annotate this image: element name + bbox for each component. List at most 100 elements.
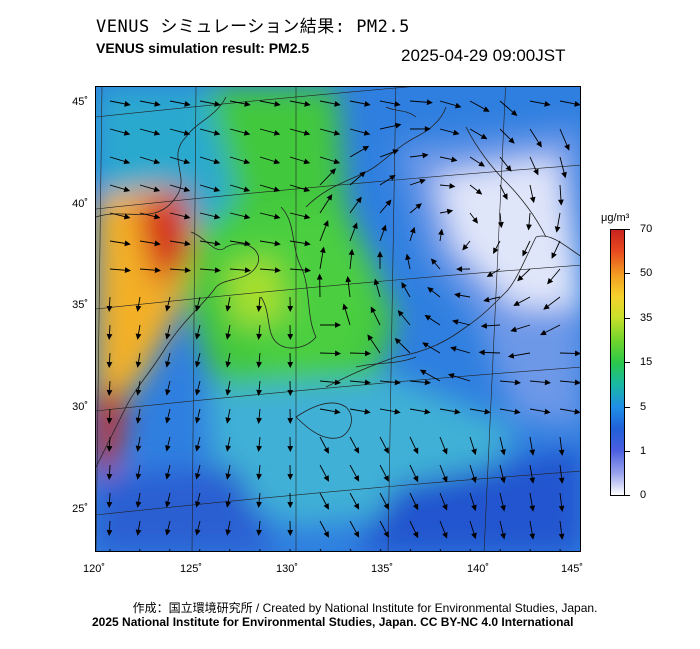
wind-arrow-head: [422, 152, 429, 159]
wind-arrow-head: [213, 213, 221, 220]
wind-arrow-head: [359, 171, 366, 178]
lon-label-135: 135˚: [370, 563, 394, 575]
wind-arrow-head: [135, 529, 142, 536]
wind-arrow-head: [135, 305, 142, 312]
wind-arrow-head: [183, 158, 191, 165]
wind-arrow-head: [287, 333, 294, 341]
wind-arrow-head: [475, 188, 483, 195]
wind-arrow-head: [256, 473, 262, 480]
wind-arrow-head: [561, 171, 567, 179]
wind-arrow-head: [243, 213, 251, 220]
wind-arrow-head: [547, 277, 554, 285]
wind-arrow-head: [165, 529, 171, 536]
wind-arrow-head: [303, 130, 311, 136]
wind-arrow-head: [493, 247, 499, 254]
wind-arrow-head: [526, 224, 532, 231]
wind-arrow-head: [214, 101, 221, 107]
wind-arrow-head: [124, 267, 131, 274]
wind-arrow-head: [106, 361, 113, 369]
wind-arrow-head: [401, 281, 407, 289]
wind-arrow-head: [367, 334, 374, 341]
wind-arrow-head: [287, 417, 294, 425]
wind-arrow-head: [353, 503, 360, 510]
wind-arrow-head: [244, 101, 251, 107]
wind-arrow-head: [183, 130, 191, 136]
wind-arrow-head: [135, 473, 142, 480]
colorbar-label-35: 35: [640, 312, 653, 324]
wind-arrow-head: [256, 333, 262, 340]
wind-arrow-head: [364, 379, 371, 386]
wind-arrow-head: [304, 101, 311, 107]
wind-arrow-head: [353, 447, 360, 454]
wind-arrow-head: [106, 417, 113, 425]
wind-arrow-head: [442, 504, 448, 511]
wind-arrow-head: [364, 350, 372, 357]
wind-arrow-head: [472, 217, 479, 224]
wind-arrow-head: [303, 213, 311, 220]
wind-arrow-head: [426, 99, 433, 106]
wind-arrow-head: [323, 475, 329, 482]
wind-arrow-head: [514, 408, 521, 415]
wind-arrow-head: [558, 533, 565, 540]
wind-arrow-head: [273, 130, 281, 136]
wind-arrow-head: [529, 477, 536, 484]
lon-label-120: 120˚: [82, 563, 106, 575]
wind-arrow-head: [256, 417, 262, 424]
wind-arrow-head: [450, 346, 457, 352]
wind-arrow-head: [274, 267, 281, 274]
wind-arrow-head: [451, 156, 458, 163]
wind-arrow-head: [513, 300, 520, 306]
wind-arrow-head: [536, 140, 542, 148]
wind-arrow-head: [529, 505, 536, 512]
wind-arrow-head: [471, 532, 477, 540]
wind-arrow-head: [323, 503, 329, 510]
wind-arrow-head: [225, 389, 232, 396]
wind-arrow-head: [353, 475, 360, 482]
wind-arrow-head: [225, 361, 232, 368]
wind-arrow-head: [412, 531, 419, 539]
wind-arrow-head: [274, 101, 281, 107]
wind-arrow-head: [287, 473, 294, 481]
wind-arrow-head: [483, 296, 490, 303]
wind-arrow-head: [544, 101, 551, 107]
wind-arrow-head: [106, 305, 113, 313]
wind-arrow-head: [123, 158, 131, 165]
wind-arrow-head: [529, 449, 536, 456]
wind-arrow-head: [352, 222, 358, 230]
wind-arrow-head: [194, 445, 201, 452]
colorbar-label-50: 50: [640, 267, 653, 279]
wind-arrow-head: [452, 129, 460, 136]
wind-arrow-head: [256, 445, 262, 452]
wind-arrow-head: [478, 160, 485, 167]
wind-arrow-head: [135, 389, 142, 396]
wind-arrow-head: [225, 305, 232, 312]
wind-arrow-head: [383, 503, 389, 510]
wind-arrow-head: [225, 501, 232, 508]
wind-arrow-head: [442, 448, 448, 455]
wind-arrow-head: [540, 329, 547, 336]
wind-arrow-head: [442, 532, 448, 539]
wind-arrow-head: [471, 504, 477, 512]
colorbar-label-1: 1: [640, 445, 647, 457]
wind-arrow-head: [574, 379, 580, 386]
lat-label-35: 35˚: [72, 299, 88, 311]
wind-arrow-head: [500, 533, 506, 540]
wind-arrow-head: [244, 240, 251, 247]
wind-arrow-head: [392, 149, 399, 155]
wind-arrow-head: [363, 130, 371, 136]
colorbar-label-0: 0: [640, 489, 647, 501]
wind-arrow-head: [165, 445, 171, 452]
wind-arrow-head: [385, 199, 392, 206]
wind-arrow-head: [154, 267, 161, 274]
forecast-timestamp: 2025-04-29 09:00JST: [401, 46, 566, 65]
wind-arrow-head: [273, 186, 281, 193]
wind-arrow-head: [574, 101, 580, 107]
wind-arrow-head: [430, 258, 437, 265]
wind-arrow-head: [243, 158, 251, 165]
lat-label-25: 25˚: [72, 503, 88, 515]
wind-arrow-head: [558, 449, 565, 456]
wind-arrow-head: [405, 253, 411, 261]
wind-arrow-head: [478, 349, 485, 356]
wind-arrow-head: [424, 314, 432, 321]
title-english: VENUS simulation result: PM2.5: [96, 40, 310, 56]
